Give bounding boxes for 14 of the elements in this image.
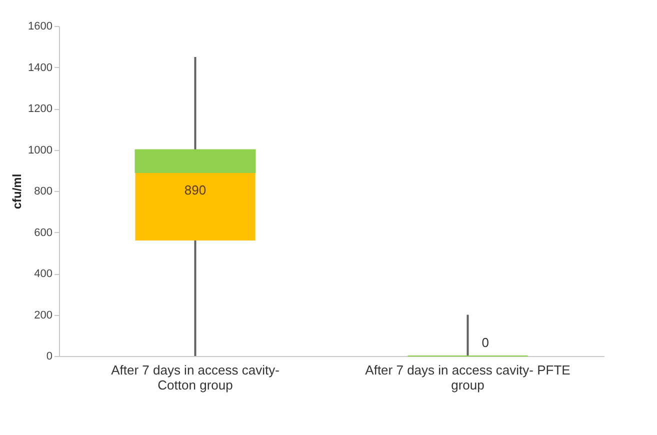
y-tick-label: 1400 (28, 62, 52, 74)
y-tick-label: 1000 (28, 144, 52, 156)
annotation: 0 (482, 335, 489, 350)
annotation: 890 (184, 182, 206, 198)
x-tick-label: After 7 days in access cavity- PFTE group (365, 362, 571, 392)
y-tick-label: 800 (34, 186, 52, 198)
y-tick-label: 0 (46, 350, 52, 362)
x-tick-label: After 7 days in access cavity- Cotton group (111, 362, 280, 392)
y-tick-label: 200 (34, 309, 52, 322)
y-axis-title: cfu/ml (10, 174, 24, 210)
y-tick-label: 600 (34, 226, 52, 239)
y-tick-label: 1200 (28, 103, 52, 115)
y-tick-label: 400 (34, 268, 52, 280)
y-tick-label: 1600 (28, 20, 52, 32)
